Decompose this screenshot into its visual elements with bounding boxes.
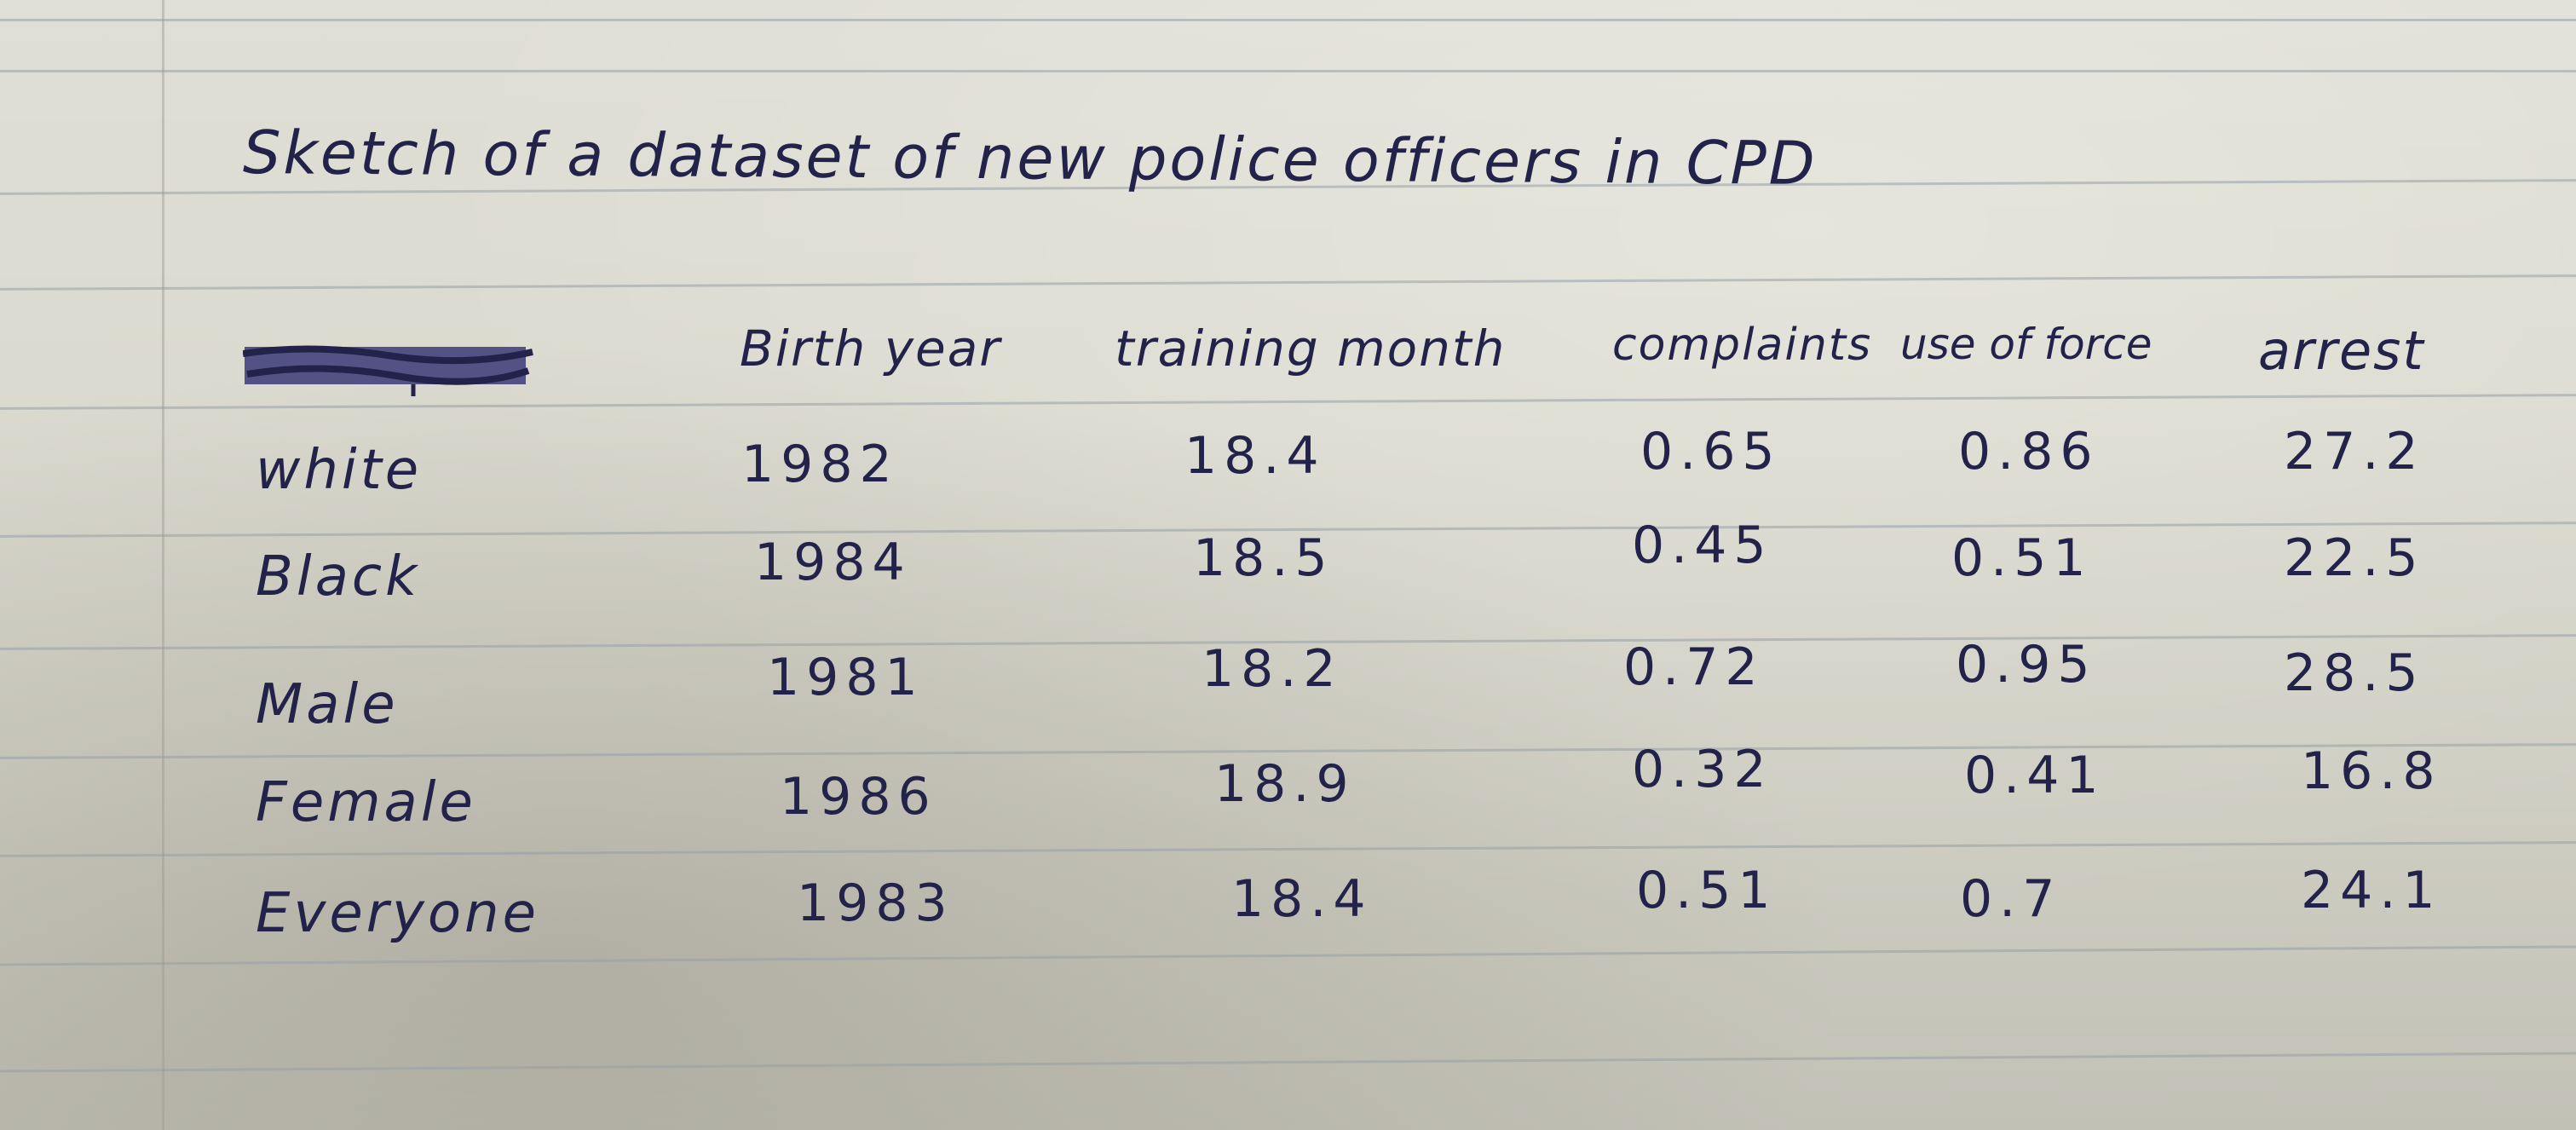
column-header-use-of-force: use of force: [1900, 320, 2152, 369]
row-label-male: Male: [256, 673, 399, 736]
cell-female-training-month: 18.9: [1214, 754, 1356, 814]
cell-female-arrest: 16.8: [2301, 741, 2442, 801]
ruled-line: [0, 19, 2576, 21]
cell-white-arrest: 27.2: [2284, 422, 2425, 481]
column-header-birth-year: Birth year: [740, 320, 1002, 378]
row-label-black: Black: [256, 545, 421, 608]
cell-white-training-month: 18.4: [1184, 426, 1326, 486]
cell-everyone-training-month: 18.4: [1231, 869, 1373, 929]
cell-white-birth-year: 1982: [741, 435, 899, 494]
cell-everyone-use-of-force: 0.7: [1960, 869, 2062, 929]
row-label-everyone: Everyone: [256, 882, 539, 945]
ruled-line: [0, 841, 2576, 857]
cell-everyone-arrest: 24.1: [2301, 861, 2442, 920]
margin-line: [162, 0, 164, 1130]
cell-white-use-of-force: 0.86: [1958, 422, 2100, 481]
column-header-complaints: complaints: [1612, 320, 1873, 371]
page-title: Sketch of a dataset of new police office…: [242, 118, 1818, 199]
crossed-out-header-scribble: [243, 345, 533, 396]
column-header-arrest: arrest: [2258, 320, 2425, 382]
row-label-female: Female: [256, 771, 476, 834]
cell-male-use-of-force: 0.95: [1956, 635, 2097, 695]
cell-female-use-of-force: 0.41: [1964, 746, 2106, 805]
cell-black-use-of-force: 0.51: [1951, 528, 2093, 588]
row-label-white: white: [256, 439, 423, 502]
ruled-line: [0, 274, 2576, 291]
cell-male-birth-year: 1981: [767, 648, 925, 707]
cell-black-birth-year: 1984: [754, 533, 912, 592]
cell-male-arrest: 28.5: [2284, 643, 2425, 703]
cell-female-birth-year: 1986: [780, 767, 937, 827]
ruled-line: [0, 1052, 2576, 1073]
column-header-training-month: training month: [1115, 320, 1507, 378]
ruled-line: [0, 945, 2576, 966]
cell-everyone-complaints: 0.51: [1636, 861, 1778, 920]
cell-everyone-birth-year: 1983: [797, 873, 954, 933]
cell-black-training-month: 18.5: [1193, 528, 1334, 588]
cell-male-training-month: 18.2: [1202, 639, 1343, 699]
ruled-line: [0, 70, 2576, 72]
cell-black-complaints: 0.45: [1632, 516, 1773, 575]
cell-male-complaints: 0.72: [1623, 637, 1765, 697]
cell-female-complaints: 0.32: [1632, 740, 1773, 799]
cell-white-complaints: 0.65: [1640, 422, 1782, 481]
cell-black-arrest: 22.5: [2284, 528, 2425, 588]
